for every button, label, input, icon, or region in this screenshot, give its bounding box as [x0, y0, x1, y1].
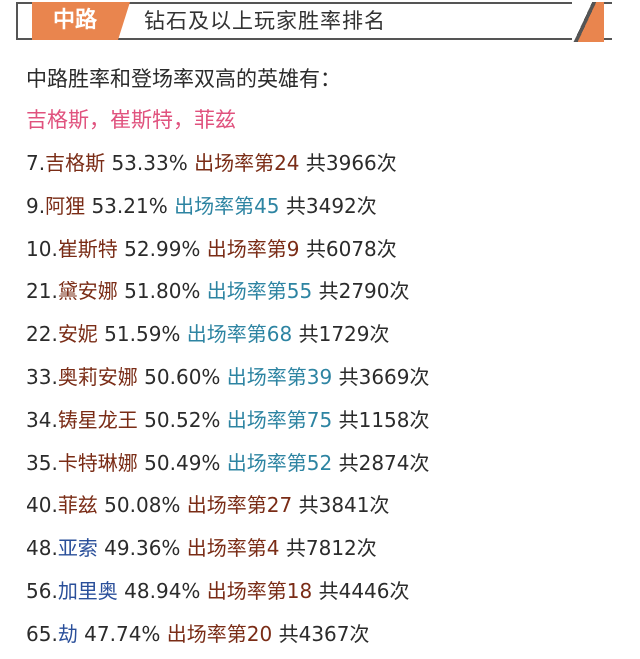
- hero-name: 吉格斯: [45, 151, 106, 175]
- highlight-heroes: 吉格斯，崔斯特，菲兹: [26, 108, 236, 132]
- list-item: 7.吉格斯 53.33% 出场率第24 共3966次: [26, 142, 616, 185]
- pick-rank: 出场率第68: [186, 322, 293, 347]
- win-rate: 53.33%: [105, 151, 195, 175]
- rank-number: 48.: [26, 536, 58, 561]
- game-count: 共3841次: [292, 493, 390, 518]
- list-item: 21.黛安娜 51.80% 出场率第55 共2790次: [26, 270, 616, 313]
- game-count: 共3966次: [299, 151, 397, 175]
- list-item: 56.加里奥 48.94% 出场率第18 共4446次: [26, 570, 616, 613]
- list-item: 40.菲兹 50.08% 出场率第27 共3841次: [26, 484, 616, 527]
- pick-rank: 出场率第27: [186, 493, 293, 518]
- pick-rank: 出场率第9: [206, 236, 300, 261]
- win-rate: 47.74%: [77, 621, 167, 646]
- pick-rank: 出场率第55: [206, 279, 313, 304]
- win-rate: 53.21%: [85, 193, 175, 218]
- pick-rank: 出场率第52: [226, 450, 333, 475]
- pick-rank: 出场率第24: [194, 151, 300, 175]
- section-title: 钻石及以上玩家胜率排名: [144, 9, 386, 33]
- win-rate: 51.80%: [117, 279, 207, 304]
- win-rate: 52.99%: [117, 236, 207, 261]
- rank-number: 9.: [26, 193, 46, 218]
- game-count: 共3669次: [332, 364, 430, 389]
- hero-name: 菲兹: [57, 493, 98, 518]
- hero-name: 加里奥: [57, 578, 118, 603]
- rank-number: 65.: [26, 621, 58, 646]
- game-count: 共1158次: [332, 407, 430, 432]
- list-item: 9.阿狸 53.21% 出场率第45 共3492次: [26, 185, 616, 228]
- game-count: 共4446次: [312, 578, 410, 603]
- ranking-list: 7.吉格斯 53.33% 出场率第24 共3966次 9.阿狸 53.21% 出…: [26, 142, 616, 656]
- hero-name: 铸星龙王: [57, 407, 138, 432]
- hero-name: 安妮: [57, 322, 98, 347]
- rank-number: 56.: [26, 578, 58, 603]
- game-count: 共2790次: [312, 279, 410, 304]
- section-tag: 中路: [32, 2, 130, 40]
- win-rate: 48.94%: [117, 578, 207, 603]
- list-item: 34.铸星龙王 50.52% 出场率第75 共1158次: [26, 399, 616, 442]
- game-count: 共7812次: [279, 536, 377, 561]
- pick-rank: 出场率第20: [166, 621, 273, 646]
- win-rate: 50.49%: [137, 450, 227, 475]
- list-item: 33.奥莉安娜 50.60% 出场率第39 共3669次: [26, 356, 616, 399]
- pick-rank: 出场率第45: [174, 193, 280, 218]
- game-count: 共4367次: [272, 621, 370, 646]
- rank-number: 22.: [26, 322, 58, 347]
- list-item: 48.亚索 49.36% 出场率第4 共7812次: [26, 527, 616, 570]
- pick-rank: 出场率第39: [226, 364, 333, 389]
- hero-name: 卡特琳娜: [57, 450, 138, 475]
- pick-rank: 出场率第4: [186, 536, 280, 561]
- game-count: 共3492次: [279, 193, 377, 218]
- hero-name: 黛安娜: [57, 279, 118, 304]
- rank-number: 21.: [26, 279, 58, 304]
- hero-name: 劫: [57, 621, 78, 646]
- game-count: 共6078次: [299, 236, 397, 261]
- intro-text: 中路胜率和登场率双高的英雄有：: [26, 67, 341, 91]
- pick-rank: 出场率第75: [226, 407, 333, 432]
- win-rate: 51.59%: [97, 322, 187, 347]
- list-item: 10.崔斯特 52.99% 出场率第9 共6078次: [26, 228, 616, 271]
- hero-name: 亚索: [57, 536, 98, 561]
- win-rate: 50.60%: [137, 364, 227, 389]
- list-item: 22.安妮 51.59% 出场率第68 共1729次: [26, 313, 616, 356]
- list-item: 65.劫 47.74% 出场率第20 共4367次: [26, 613, 616, 656]
- rank-number: 34.: [26, 407, 58, 432]
- rank-number: 10.: [26, 236, 58, 261]
- section-header: 中路 钻石及以上玩家胜率排名: [16, 2, 612, 42]
- win-rate: 49.36%: [97, 536, 187, 561]
- hero-name: 奥莉安娜: [57, 364, 138, 389]
- hero-name: 崔斯特: [57, 236, 118, 261]
- header-corner-decoration: [572, 2, 604, 42]
- hero-name: 阿狸: [45, 193, 86, 218]
- game-count: 共2874次: [332, 450, 430, 475]
- list-item: 35.卡特琳娜 50.49% 出场率第52 共2874次: [26, 442, 616, 485]
- pick-rank: 出场率第18: [206, 578, 313, 603]
- rank-number: 40.: [26, 493, 58, 518]
- rank-number: 35.: [26, 450, 58, 475]
- rank-number: 33.: [26, 364, 58, 389]
- article-body: 中路胜率和登场率双高的英雄有： 吉格斯，崔斯特，菲兹 7.吉格斯 53.33% …: [26, 58, 616, 656]
- game-count: 共1729次: [292, 322, 390, 347]
- win-rate: 50.52%: [137, 407, 227, 432]
- win-rate: 50.08%: [97, 493, 187, 518]
- rank-number: 7.: [26, 151, 46, 175]
